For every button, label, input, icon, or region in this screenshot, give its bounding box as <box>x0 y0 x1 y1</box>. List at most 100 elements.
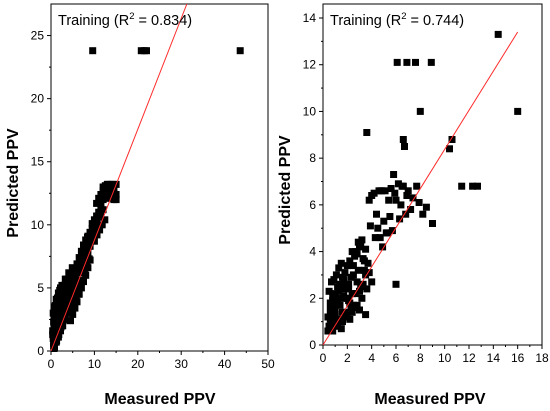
right-data-point <box>373 210 380 218</box>
left-data-point <box>77 247 85 255</box>
right-data-point <box>353 278 361 286</box>
right-data-point <box>386 213 394 220</box>
right-data-point <box>337 259 345 267</box>
right-y-tick-label: 10 <box>303 104 317 118</box>
left-data-point <box>62 294 70 302</box>
left-data-point <box>61 275 69 283</box>
left-data-point <box>95 194 103 202</box>
right-data-point <box>514 107 522 115</box>
left-data-point <box>49 309 57 317</box>
right-data-point <box>366 222 374 230</box>
right-data-point <box>375 187 383 195</box>
left-plot-frame <box>50 3 269 352</box>
right-x-tick-label: 2 <box>344 351 351 365</box>
left-y-tick-label: 15 <box>31 155 45 169</box>
right-data-point <box>368 278 376 286</box>
right-y-tick-label: 8 <box>309 151 316 165</box>
right-data-point <box>393 58 401 66</box>
right-data-point <box>365 269 373 277</box>
right-data-point <box>362 271 370 279</box>
left-data-point <box>95 208 103 216</box>
right-data-point <box>413 182 421 190</box>
left-data-point <box>72 297 80 304</box>
left-data-point <box>74 290 82 298</box>
left-data-point <box>86 242 94 250</box>
left-data-point <box>112 191 120 198</box>
left-data-point <box>80 241 87 249</box>
left-data-point <box>73 260 81 268</box>
right-title-prefix: Training (R <box>330 13 401 29</box>
left-y-tick-label: 25 <box>31 29 45 43</box>
left-data-point <box>52 295 60 303</box>
right-data-point <box>365 196 373 204</box>
right-y-tick-label: 0 <box>309 338 316 352</box>
right-data-point <box>376 234 384 242</box>
right-x-tick-label: 8 <box>417 351 424 365</box>
left-data-point <box>52 338 60 346</box>
right-data-point <box>345 285 353 293</box>
right-data-point <box>374 224 382 232</box>
left-data-point <box>70 292 78 299</box>
right-data-point <box>335 294 343 302</box>
left-data-point <box>51 323 59 331</box>
right-data-point <box>326 315 334 323</box>
right-data-point <box>403 192 411 199</box>
right-data-point <box>336 301 344 309</box>
right-data-point <box>353 301 361 309</box>
right-data-point <box>349 271 357 279</box>
left-data-point <box>65 304 73 312</box>
right-data-point <box>329 292 337 300</box>
right-data-point <box>415 199 423 206</box>
right-data-point <box>384 229 391 237</box>
right-data-point <box>416 107 424 115</box>
right-data-point <box>352 248 360 256</box>
right-data-point <box>349 262 357 270</box>
right-data-point <box>427 58 435 66</box>
right-data-point <box>409 194 417 202</box>
left-data-point <box>110 184 118 192</box>
left-chart-title: Training (R2 = 0.834) <box>58 11 192 29</box>
left-data-point <box>65 269 73 277</box>
left-data-point <box>101 216 109 224</box>
left-title-suffix: = 0.834) <box>134 13 192 29</box>
right-data-point <box>348 290 356 298</box>
left-data-point <box>84 233 91 241</box>
right-data-point <box>332 271 340 279</box>
left-data-point <box>49 331 57 339</box>
right-data-point <box>324 327 332 335</box>
right-data-point <box>343 262 351 270</box>
left-x-axis-title: Measured PPV <box>104 391 215 408</box>
right-x-tick-label: 18 <box>535 351 549 365</box>
right-data-point <box>407 206 415 213</box>
left-plot-elements: 0 10 20 30 40 50 0 5 10 15 20 25 <box>31 3 275 371</box>
right-data-point <box>401 143 408 150</box>
right-data-point <box>422 203 430 211</box>
right-data-point <box>394 180 402 188</box>
left-x-tick-label: 50 <box>261 357 275 371</box>
right-data-point <box>347 304 355 312</box>
right-data-point <box>352 290 360 298</box>
right-y-tick-label: 6 <box>309 198 316 212</box>
left-data-point <box>96 226 104 234</box>
left-y-axis-title: Predicted PPV <box>5 128 22 238</box>
left-data-point <box>93 231 101 239</box>
right-data-point <box>340 292 348 300</box>
right-plot-elements: 0 2 4 6 8 10 12 14 16 18 0 2 4 6 8 10 12 14 <box>303 3 549 365</box>
left-data-point <box>69 274 77 282</box>
right-data-point <box>357 241 365 249</box>
right-data-point <box>358 294 366 302</box>
right-data-point <box>348 308 356 316</box>
right-data-point <box>397 201 405 209</box>
right-data-point <box>346 257 354 265</box>
right-data-point <box>351 252 359 260</box>
left-x-tick-label: 20 <box>131 357 145 371</box>
right-x-tick-label: 14 <box>487 351 501 365</box>
right-data-point <box>346 299 354 307</box>
right-chart: 0 2 4 6 8 10 12 14 16 18 0 2 4 6 8 10 12 14 Training (R2 … <box>277 3 549 408</box>
left-y-tick-label: 10 <box>31 218 45 232</box>
right-data-point <box>392 196 400 204</box>
right-x-tick-label: 6 <box>393 351 400 365</box>
right-data-point <box>354 266 362 274</box>
right-y-tick-label: 12 <box>303 58 317 72</box>
left-data-point <box>143 47 150 55</box>
